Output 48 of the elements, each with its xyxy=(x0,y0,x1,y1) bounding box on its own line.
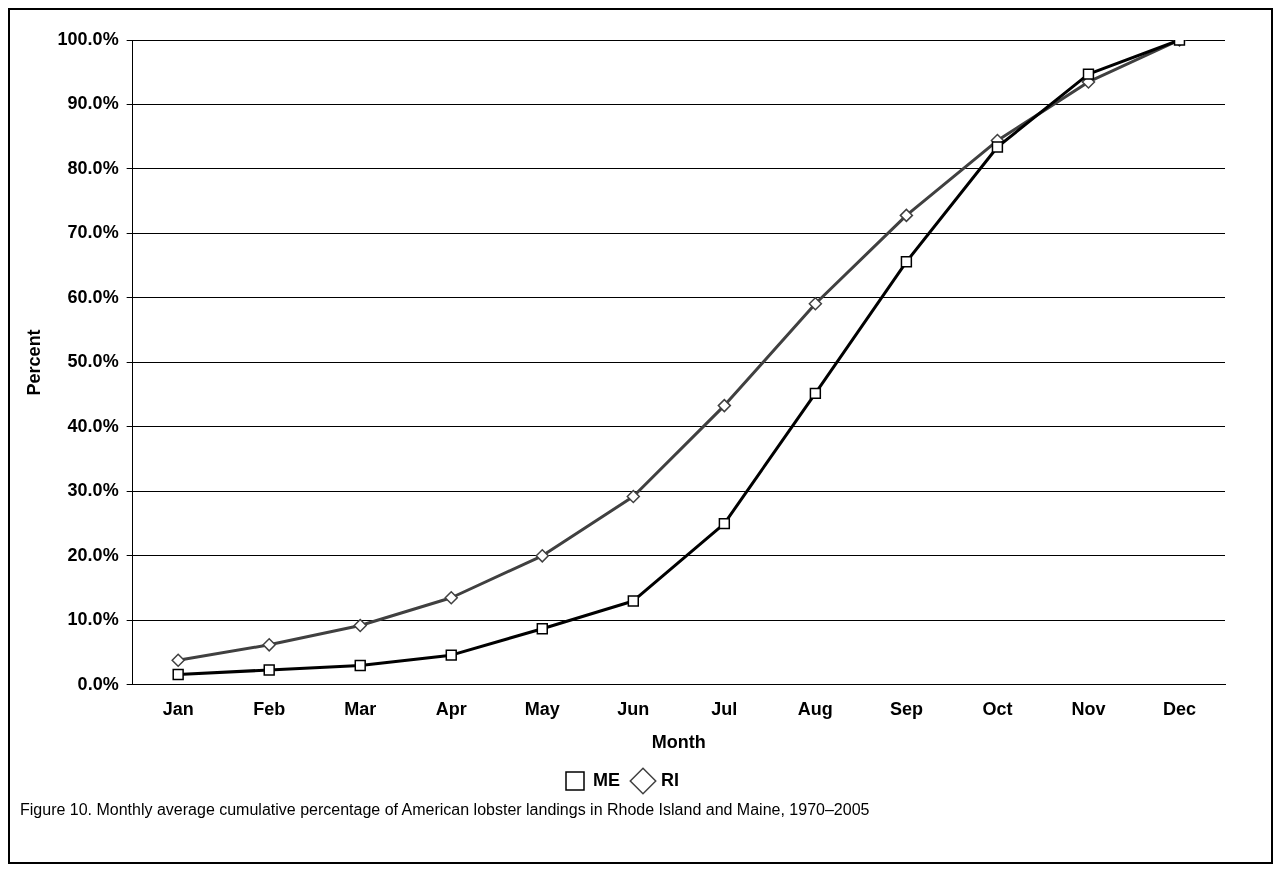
point xyxy=(262,638,276,652)
point xyxy=(353,618,367,633)
x-tick-label: Jan xyxy=(162,698,194,719)
point xyxy=(718,517,731,530)
y-axis-title: Percent xyxy=(23,329,44,396)
y-tick-label: 0.0% xyxy=(77,673,119,694)
x-tick-label: Sep xyxy=(889,698,923,719)
point xyxy=(171,653,185,668)
y-tick-label: 50.0% xyxy=(67,351,119,372)
point xyxy=(354,659,366,672)
x-tick-label: Mar xyxy=(344,698,377,719)
y-tick-label: 100.0% xyxy=(57,28,119,49)
point xyxy=(717,398,732,413)
point xyxy=(626,489,641,504)
x-tick-label: May xyxy=(524,698,560,719)
y-tick-label: 20.0% xyxy=(67,544,119,565)
point xyxy=(809,387,822,400)
legend-label: RI xyxy=(661,769,679,790)
x-tick-label: Jul xyxy=(711,698,738,719)
x-tick-label: Dec xyxy=(1162,698,1196,719)
x-axis-title: Month xyxy=(651,732,706,753)
y-tick-label: 40.0% xyxy=(67,415,119,436)
x-tick-label: Apr xyxy=(435,698,467,719)
x-tick-label: Aug xyxy=(797,698,833,719)
y-tick-label: 80.0% xyxy=(67,157,119,178)
x-tick-label: Oct xyxy=(982,698,1013,719)
y-tick-label: 60.0% xyxy=(67,286,119,307)
point xyxy=(627,595,640,607)
point xyxy=(445,649,457,661)
y-tick-label: 70.0% xyxy=(67,222,119,243)
x-tick-label: Jun xyxy=(617,698,650,719)
x-tick-label: Feb xyxy=(253,698,286,719)
point xyxy=(444,591,458,605)
point xyxy=(900,256,913,268)
point xyxy=(1082,68,1095,80)
point xyxy=(263,664,275,676)
point xyxy=(536,623,548,635)
y-tick-label: 30.0% xyxy=(67,480,119,501)
legend-label: ME xyxy=(593,769,620,790)
caption: Figure 10. Monthly average cumulative percentage of American lobster landings in Rhode Island and Maine, 1970–2005 xyxy=(20,800,871,820)
y-tick-label: 10.0% xyxy=(67,609,119,630)
point xyxy=(991,141,1004,153)
point xyxy=(808,296,823,311)
x-tick-label: Nov xyxy=(1071,698,1106,719)
point xyxy=(172,668,184,681)
point xyxy=(535,549,550,563)
y-tick-label: 90.0% xyxy=(67,93,119,114)
point xyxy=(899,208,914,223)
